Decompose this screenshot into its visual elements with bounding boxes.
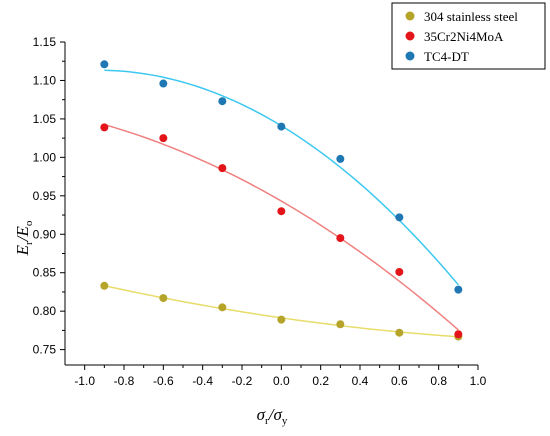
data-point [395, 213, 404, 222]
data-point [336, 154, 345, 163]
data-point [395, 328, 404, 337]
series-line [104, 69, 459, 286]
y-tick-label: 0.90 [33, 227, 57, 241]
x-tick-label: -1.0 [74, 374, 95, 388]
data-point [395, 267, 404, 276]
data-point [454, 285, 463, 294]
y-tick-label: 0.80 [33, 304, 57, 318]
series-line [104, 123, 459, 331]
data-point [336, 320, 345, 329]
plot-area [100, 60, 463, 341]
data-point [159, 294, 168, 303]
x-tick-label: 0.4 [352, 374, 369, 388]
legend-label: 35Cr2Ni4MoA [424, 29, 504, 44]
data-point [277, 207, 286, 216]
x-tick-label: -0.2 [232, 374, 253, 388]
data-point [218, 97, 227, 106]
legend-box [391, 2, 546, 70]
y-tick-label: 0.85 [33, 266, 57, 280]
x-tick-label: 1.0 [470, 374, 487, 388]
y-tick-label: 1.00 [33, 150, 57, 164]
axes: -1.0 -0.8 -0.6 -0.4 -0.2 0.0 0.2 0.4 0.6 0.8 1.0 0.… [33, 35, 487, 388]
x-tick-label: -0.6 [153, 374, 174, 388]
legend-marker [405, 11, 415, 21]
legend-marker [405, 31, 415, 41]
data-point [277, 122, 286, 131]
x-tick-label: 0.0 [273, 374, 290, 388]
data-point [218, 164, 227, 173]
legend: 304 stainless steel 35Cr2Ni4MoA TC4-DT [391, 2, 546, 70]
data-point [277, 315, 286, 324]
x-tick-label: -0.8 [114, 374, 135, 388]
data-point [100, 60, 109, 69]
x-tick-label: 0.8 [430, 374, 447, 388]
y-tick-label: 1.15 [33, 35, 57, 49]
x-tick-label: -0.4 [192, 374, 213, 388]
y-tick-label: 1.05 [33, 112, 57, 126]
y-tick-label: 0.95 [33, 189, 57, 203]
data-point [100, 281, 109, 290]
legend-label: 304 stainless steel [424, 9, 518, 24]
data-point [100, 123, 109, 132]
legend-marker [405, 51, 415, 61]
data-point [336, 234, 345, 243]
x-tick-label: 0.2 [312, 374, 329, 388]
data-point [159, 134, 168, 143]
y-tick-label: 1.10 [33, 73, 57, 87]
x-axis-title: σr/σy [257, 405, 288, 427]
series-line [104, 284, 459, 338]
data-point [454, 330, 463, 339]
data-point [218, 303, 227, 312]
data-point [159, 79, 168, 88]
y-axis-title: Er/Eo [13, 220, 35, 256]
legend-label: TC4-DT [424, 49, 469, 64]
x-tick-label: 0.6 [391, 374, 408, 388]
y-tick-label: 0.75 [33, 343, 57, 357]
